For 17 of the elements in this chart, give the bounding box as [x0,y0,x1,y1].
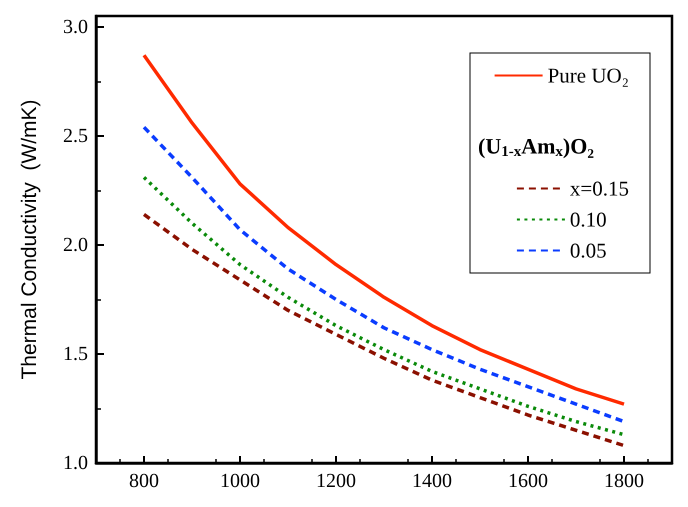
legend-label: 0.05 [570,238,607,262]
legend-label: x=0.15 [570,176,629,200]
x-tick-label: 800 [129,470,159,492]
line-series [142,212,626,448]
x-tick-label: 1000 [220,470,260,492]
y-tick-label: 3.0 [63,16,88,38]
y-tick-label: 1.5 [63,342,88,365]
text: 1.0 [63,452,88,474]
y-axis-title: Thermal Conductivity (W/mK) [18,99,41,380]
legend-label: 0.10 [570,208,607,232]
x-tick-label: 1600 [508,470,548,492]
x-tick-label: 1800 [604,470,644,492]
x-tick-label: 1400 [412,470,452,492]
y-tick-label: 2.0 [63,234,88,256]
x-tick-label: 1200 [316,470,356,492]
y-tick-label: 2.5 [63,124,88,147]
legend-label: Pure UO₂ [548,64,630,88]
